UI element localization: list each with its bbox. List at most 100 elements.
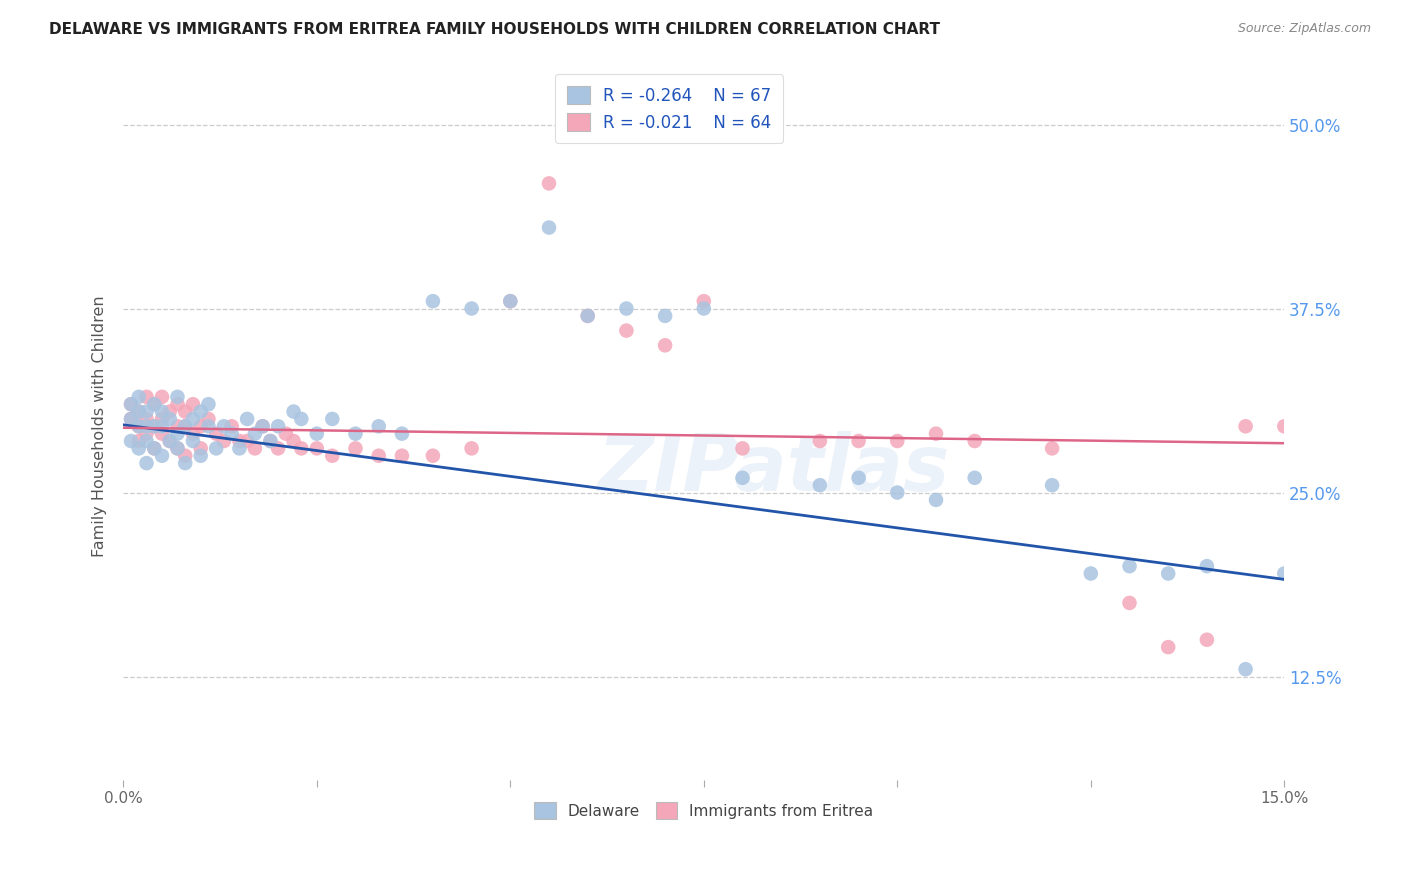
Point: [135, 412, 157, 426]
Point: [143, 397, 166, 411]
Point: [159, 412, 181, 426]
Point: [150, 419, 173, 434]
Point: [243, 426, 266, 441]
Point: [228, 434, 250, 448]
Point: [150, 390, 173, 404]
Point: [120, 412, 142, 426]
Point: [243, 442, 266, 456]
Point: [848, 434, 870, 448]
Point: [135, 390, 157, 404]
Point: [128, 404, 150, 418]
Point: [159, 404, 181, 418]
Point: [166, 442, 188, 456]
Point: [654, 338, 676, 352]
Point: [1272, 419, 1295, 434]
Point: [305, 426, 328, 441]
Point: [1195, 559, 1218, 574]
Point: [925, 492, 948, 507]
Point: [576, 309, 599, 323]
Point: [236, 434, 259, 448]
Text: ZIPatlas: ZIPatlas: [598, 431, 949, 507]
Point: [174, 456, 197, 470]
Point: [259, 434, 281, 448]
Point: [236, 412, 259, 426]
Point: [1040, 442, 1063, 456]
Point: [1272, 566, 1295, 581]
Point: [212, 434, 235, 448]
Legend: Delaware, Immigrants from Eritrea: Delaware, Immigrants from Eritrea: [529, 796, 879, 825]
Point: [181, 426, 204, 441]
Point: [190, 442, 212, 456]
Point: [143, 442, 166, 456]
Point: [135, 404, 157, 418]
Point: [159, 434, 181, 448]
Point: [344, 442, 367, 456]
Point: [135, 456, 157, 470]
Point: [367, 419, 389, 434]
Point: [190, 404, 212, 418]
Point: [1195, 632, 1218, 647]
Point: [128, 442, 150, 456]
Point: [135, 434, 157, 448]
Point: [321, 412, 343, 426]
Point: [128, 419, 150, 434]
Point: [190, 419, 212, 434]
Point: [499, 294, 522, 309]
Point: [159, 434, 181, 448]
Point: [808, 434, 831, 448]
Point: [731, 471, 754, 485]
Point: [616, 324, 638, 338]
Point: [654, 309, 676, 323]
Point: [166, 426, 188, 441]
Point: [1080, 566, 1102, 581]
Point: [963, 471, 986, 485]
Point: [1234, 419, 1257, 434]
Point: [267, 419, 290, 434]
Point: [197, 419, 219, 434]
Point: [190, 449, 212, 463]
Point: [576, 309, 599, 323]
Point: [499, 294, 522, 309]
Point: [693, 301, 716, 316]
Point: [290, 442, 312, 456]
Point: [181, 397, 204, 411]
Point: [460, 301, 482, 316]
Point: [267, 442, 290, 456]
Point: [731, 442, 754, 456]
Point: [259, 434, 281, 448]
Point: [150, 412, 173, 426]
Point: [422, 449, 444, 463]
Point: [808, 478, 831, 492]
Point: [166, 419, 188, 434]
Point: [181, 434, 204, 448]
Point: [221, 419, 243, 434]
Point: [252, 419, 274, 434]
Point: [143, 419, 166, 434]
Point: [367, 449, 389, 463]
Point: [128, 390, 150, 404]
Point: [693, 294, 716, 309]
Point: [143, 419, 166, 434]
Point: [1157, 640, 1180, 654]
Point: [205, 426, 228, 441]
Point: [283, 404, 305, 418]
Point: [143, 397, 166, 411]
Point: [1118, 596, 1140, 610]
Point: [128, 404, 150, 418]
Point: [460, 442, 482, 456]
Point: [616, 301, 638, 316]
Point: [128, 419, 150, 434]
Point: [344, 426, 367, 441]
Point: [150, 449, 173, 463]
Point: [228, 442, 250, 456]
Text: Source: ZipAtlas.com: Source: ZipAtlas.com: [1237, 22, 1371, 36]
Point: [205, 442, 228, 456]
Y-axis label: Family Households with Children: Family Households with Children: [93, 295, 107, 558]
Point: [252, 419, 274, 434]
Point: [166, 397, 188, 411]
Point: [197, 397, 219, 411]
Point: [166, 390, 188, 404]
Point: [321, 449, 343, 463]
Point: [274, 426, 297, 441]
Point: [120, 397, 142, 411]
